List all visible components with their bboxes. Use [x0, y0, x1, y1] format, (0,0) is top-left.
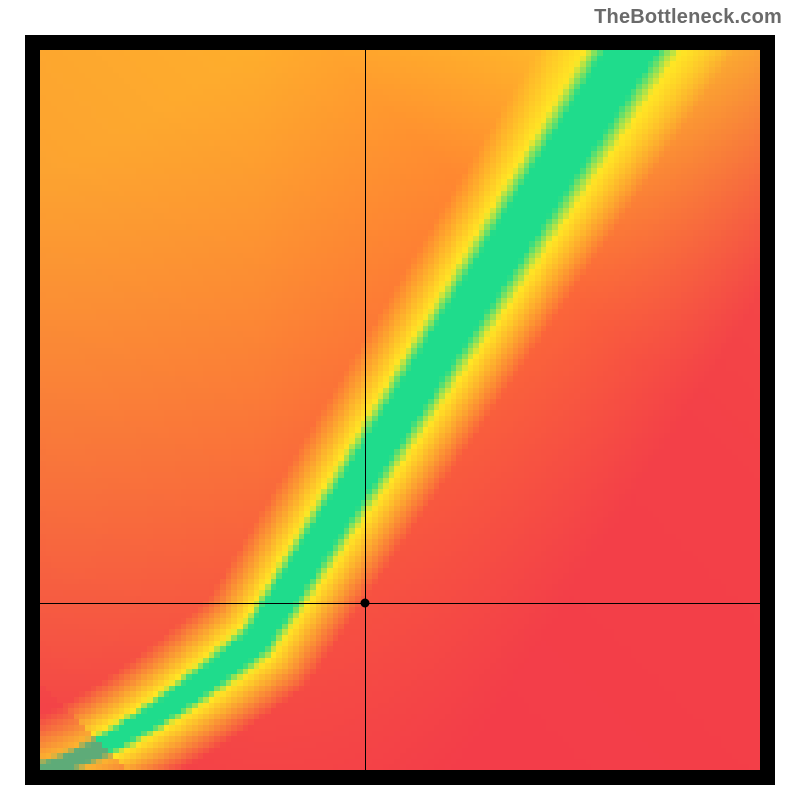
plot-frame — [25, 35, 775, 785]
attribution-text: TheBottleneck.com — [594, 6, 782, 29]
crosshair-overlay — [40, 50, 760, 770]
